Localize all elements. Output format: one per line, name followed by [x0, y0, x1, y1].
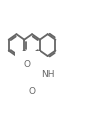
- Text: NH: NH: [42, 70, 55, 80]
- Text: O: O: [29, 86, 36, 96]
- Text: O: O: [24, 60, 31, 69]
